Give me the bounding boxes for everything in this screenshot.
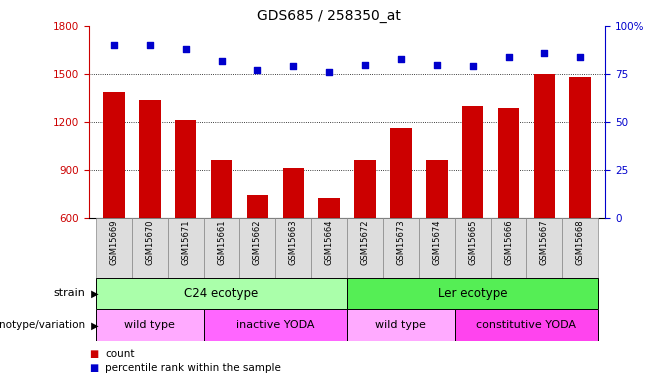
Text: Ler ecotype: Ler ecotype bbox=[438, 287, 507, 300]
Text: wild type: wild type bbox=[124, 320, 175, 330]
Text: GSM15665: GSM15665 bbox=[468, 219, 477, 265]
Point bbox=[395, 56, 406, 62]
Text: constitutive YODA: constitutive YODA bbox=[476, 320, 576, 330]
Bar bbox=[419, 217, 455, 278]
Point bbox=[539, 50, 549, 56]
Text: ■: ■ bbox=[89, 350, 98, 359]
Text: ▶: ▶ bbox=[88, 288, 99, 298]
Bar bbox=[347, 278, 598, 309]
Point bbox=[575, 54, 586, 60]
Bar bbox=[311, 217, 347, 278]
Bar bbox=[318, 198, 340, 313]
Text: GSM15663: GSM15663 bbox=[289, 219, 298, 265]
Bar bbox=[383, 217, 419, 278]
Bar bbox=[211, 160, 232, 313]
Point bbox=[180, 46, 191, 52]
Text: ▶: ▶ bbox=[88, 320, 99, 330]
Bar bbox=[175, 120, 197, 313]
Bar bbox=[491, 217, 526, 278]
Text: strain: strain bbox=[54, 288, 86, 298]
Bar bbox=[132, 217, 168, 278]
Text: GSM15668: GSM15668 bbox=[576, 219, 585, 265]
Bar bbox=[240, 217, 275, 278]
Bar bbox=[96, 217, 132, 278]
Text: GSM15667: GSM15667 bbox=[540, 219, 549, 265]
Point bbox=[145, 42, 155, 48]
Text: GSM15672: GSM15672 bbox=[361, 219, 370, 265]
Bar bbox=[347, 309, 455, 341]
Text: GSM15670: GSM15670 bbox=[145, 219, 155, 265]
Bar bbox=[390, 128, 412, 313]
Point bbox=[109, 42, 119, 48]
Bar bbox=[354, 160, 376, 313]
Text: GSM15661: GSM15661 bbox=[217, 219, 226, 265]
Bar bbox=[203, 309, 347, 341]
Bar bbox=[497, 108, 519, 313]
Bar bbox=[569, 77, 591, 313]
Point bbox=[432, 62, 442, 68]
Bar bbox=[168, 217, 203, 278]
Point bbox=[216, 58, 227, 64]
Bar bbox=[96, 278, 347, 309]
Bar bbox=[96, 309, 203, 341]
Text: GSM15662: GSM15662 bbox=[253, 219, 262, 265]
Bar bbox=[139, 100, 161, 313]
Bar bbox=[426, 160, 447, 313]
Point bbox=[503, 54, 514, 60]
Bar bbox=[203, 217, 240, 278]
Point bbox=[288, 63, 299, 69]
Text: percentile rank within the sample: percentile rank within the sample bbox=[105, 363, 281, 373]
Text: GSM15673: GSM15673 bbox=[396, 219, 405, 265]
Bar bbox=[526, 217, 563, 278]
Point bbox=[360, 62, 370, 68]
Text: genotype/variation: genotype/variation bbox=[0, 320, 86, 330]
Point bbox=[467, 63, 478, 69]
Text: count: count bbox=[105, 350, 135, 359]
Text: GDS685 / 258350_at: GDS685 / 258350_at bbox=[257, 9, 401, 23]
Bar bbox=[455, 217, 491, 278]
Text: wild type: wild type bbox=[376, 320, 426, 330]
Bar bbox=[462, 106, 484, 313]
Bar bbox=[282, 168, 304, 313]
Bar bbox=[275, 217, 311, 278]
Bar bbox=[347, 217, 383, 278]
Bar bbox=[534, 74, 555, 313]
Text: inactive YODA: inactive YODA bbox=[236, 320, 315, 330]
Bar bbox=[455, 309, 598, 341]
Bar bbox=[563, 217, 598, 278]
Text: GSM15671: GSM15671 bbox=[181, 219, 190, 265]
Text: GSM15669: GSM15669 bbox=[109, 219, 118, 265]
Bar bbox=[247, 195, 268, 313]
Text: ■: ■ bbox=[89, 363, 98, 373]
Point bbox=[324, 69, 334, 75]
Text: C24 ecotype: C24 ecotype bbox=[184, 287, 259, 300]
Text: GSM15674: GSM15674 bbox=[432, 219, 442, 265]
Point bbox=[252, 67, 263, 73]
Text: GSM15664: GSM15664 bbox=[324, 219, 334, 265]
Bar bbox=[103, 92, 125, 313]
Text: GSM15666: GSM15666 bbox=[504, 219, 513, 265]
